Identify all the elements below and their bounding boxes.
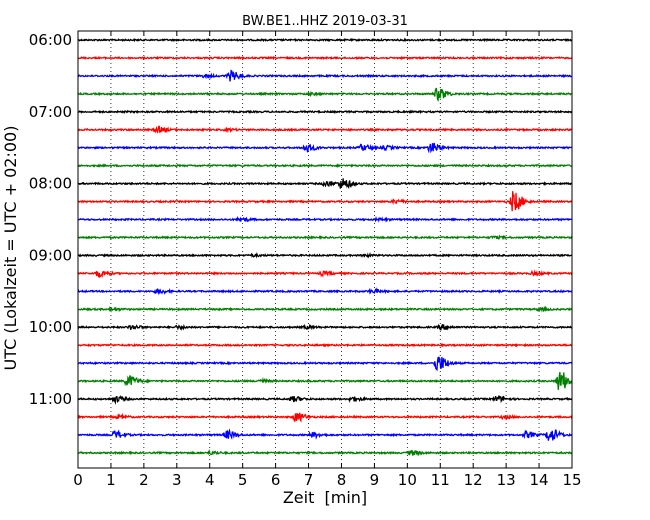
seismogram-trace — [77, 287, 573, 296]
x-tick-label: 10 — [398, 471, 417, 489]
seismogram-trace — [77, 55, 573, 61]
seismogram-trace — [77, 305, 573, 313]
x-tick-label: 9 — [370, 471, 380, 489]
x-tick-label: 1 — [106, 471, 116, 489]
x-tick-label: 4 — [205, 471, 215, 489]
seismogram-trace — [77, 69, 573, 82]
y-tick-label: 09:00 — [29, 246, 72, 264]
seismogram-trace — [77, 109, 573, 115]
y-tick-label: 10:00 — [29, 318, 72, 336]
y-axis-ticks: 06:00 07:00 08:00 09:00 10:00 11:00 — [29, 31, 572, 408]
seismogram-trace — [77, 428, 573, 441]
chart-title: BW.BE1..HHZ 2019-03-31 — [242, 14, 408, 29]
seismogram-trace — [77, 178, 573, 190]
seismogram-trace — [77, 251, 573, 259]
seismogram-trace — [77, 323, 573, 331]
x-axis-label: Zeit [min] — [283, 488, 367, 507]
seismogram-trace — [77, 269, 573, 279]
y-tick-label: 07:00 — [29, 103, 72, 121]
vertical-grid — [110, 31, 540, 468]
seismogram-trace — [77, 342, 573, 348]
x-tick-label: 5 — [238, 471, 248, 489]
seismogram-trace — [77, 125, 573, 134]
y-axis-label: UTC (Lokalzeit = UTC + 02:00) — [1, 126, 20, 371]
seismogram-trace — [77, 215, 573, 223]
y-tick-label: 11:00 — [29, 390, 72, 408]
x-tick-label: 8 — [337, 471, 347, 489]
x-tick-label: 13 — [497, 471, 516, 489]
seismogram-trace — [77, 163, 573, 169]
x-tick-label: 3 — [172, 471, 182, 489]
seismogram-trace — [77, 234, 573, 241]
x-tick-label: 2 — [139, 471, 149, 489]
y-tick-label: 08:00 — [29, 175, 72, 193]
seismogram-trace — [77, 142, 573, 154]
plot-frame — [77, 30, 573, 469]
x-tick-label: 12 — [464, 471, 483, 489]
y-tick-label: 06:00 — [29, 31, 72, 49]
x-tick-label: 14 — [530, 471, 549, 489]
seismogram-trace — [77, 355, 573, 372]
x-axis-ticks: 0 1 2 3 4 5 6 7 8 9 10 11 12 13 14 15 — [73, 31, 582, 489]
seismogram-trace — [77, 191, 573, 212]
x-tick-label: 7 — [304, 471, 314, 489]
x-tick-label: 11 — [431, 471, 450, 489]
seismogram-trace — [77, 372, 573, 390]
seismogram-trace — [77, 412, 573, 423]
seismogram-traces — [77, 37, 573, 457]
seismogram-trace — [77, 87, 573, 102]
x-tick-label: 6 — [271, 471, 281, 489]
x-tick-label: 15 — [562, 471, 581, 489]
seismogram-trace — [77, 448, 573, 457]
seismogram-trace — [77, 394, 573, 405]
x-tick-label: 0 — [73, 471, 83, 489]
seismogram-trace — [77, 37, 573, 43]
